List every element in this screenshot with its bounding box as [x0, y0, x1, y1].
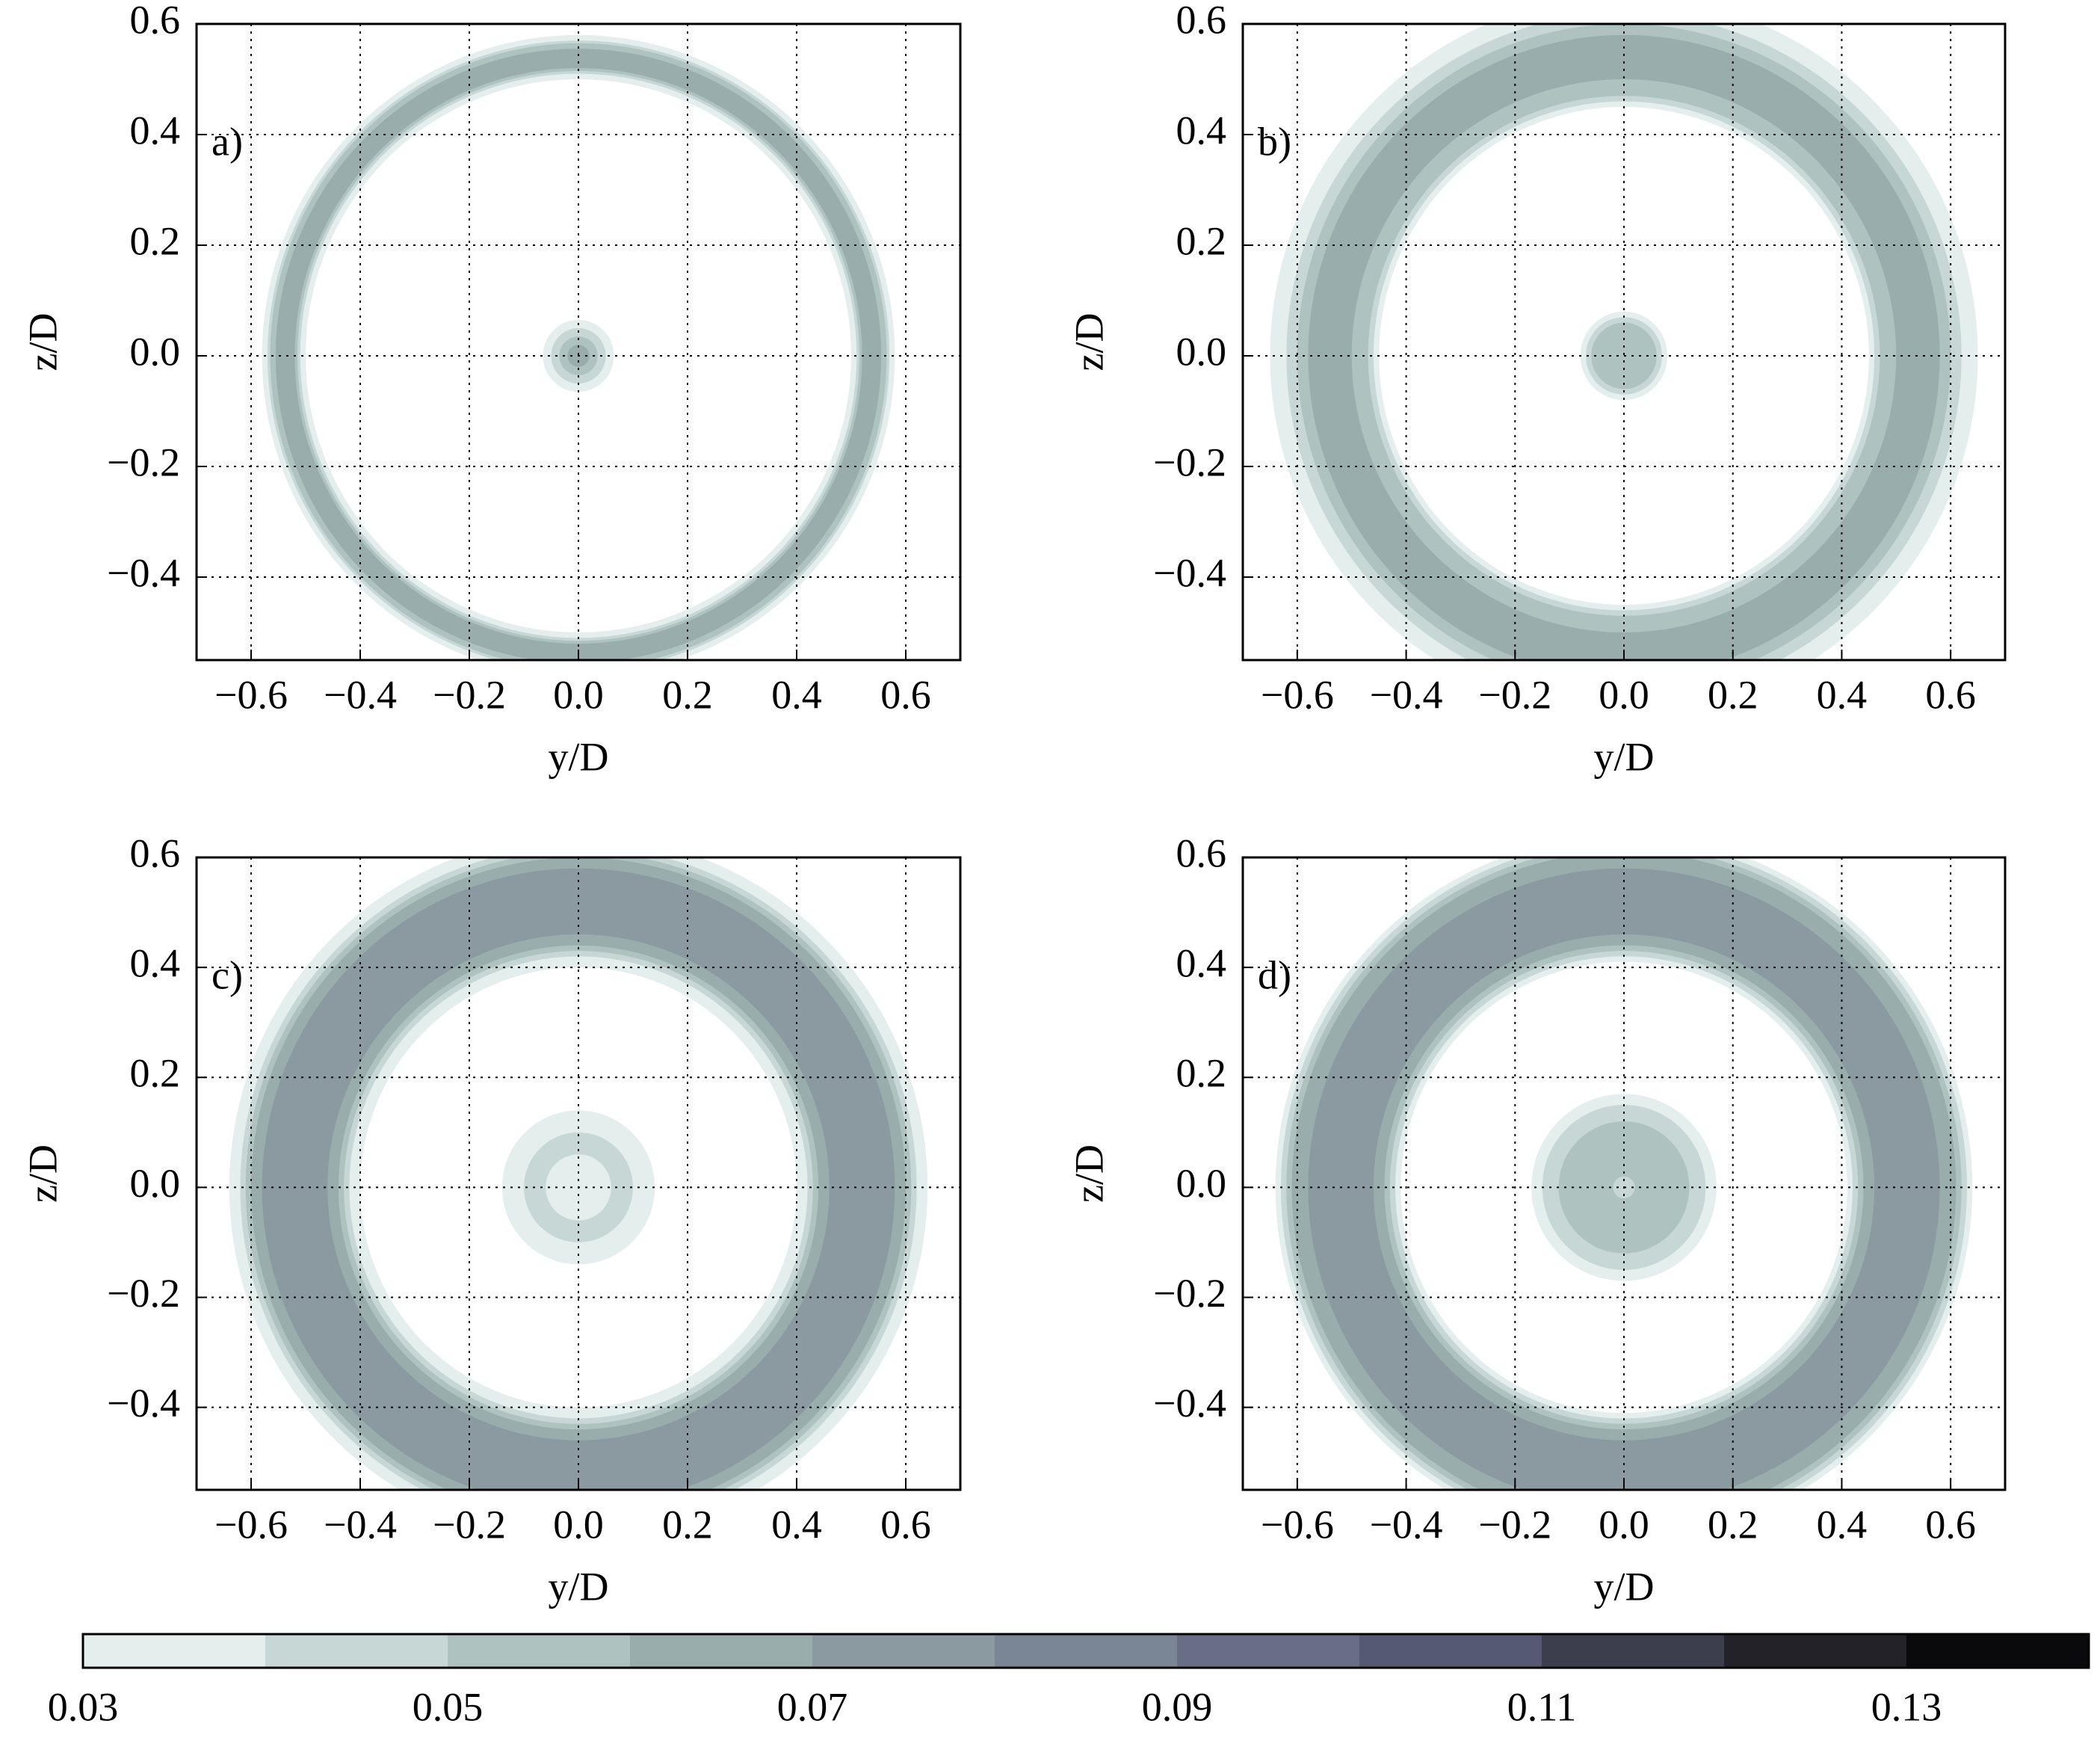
x-axis-label: y/D [1594, 734, 1655, 779]
y-tick-label: 0.0 [130, 329, 181, 374]
colorbar-segment [630, 1634, 812, 1668]
x-tick-label: 0.4 [771, 1502, 822, 1547]
y-tick-label: 0.2 [1176, 218, 1227, 263]
x-tick-label: 0.0 [553, 1502, 604, 1547]
x-tick-label: −0.6 [1261, 1502, 1334, 1547]
x-tick-label: 0.2 [662, 1502, 713, 1547]
y-tick-label: −0.4 [1153, 550, 1226, 595]
y-tick-label: 0.4 [130, 108, 181, 152]
x-axis-label: y/D [1594, 1564, 1655, 1609]
y-tick-label: −0.4 [1153, 1381, 1226, 1426]
x-tick-label: −0.2 [1478, 672, 1551, 717]
contour-band [1270, 24, 1978, 660]
x-tick-label: 0.6 [880, 672, 931, 717]
y-tick-label: 0.2 [130, 1051, 181, 1096]
x-tick-label: 0.6 [1925, 672, 1976, 717]
x-tick-label: −0.2 [433, 1502, 506, 1547]
colorbar-tick-label: 0.11 [1507, 1684, 1577, 1729]
colorbar-segment [265, 1634, 448, 1668]
y-axis-label: z/D [1066, 1144, 1111, 1203]
panel-label: d) [1258, 952, 1291, 997]
x-tick-label: −0.2 [433, 672, 506, 717]
contour-band [245, 857, 912, 1490]
y-tick-label: 0.0 [130, 1161, 181, 1206]
colorbar-segment [812, 1634, 995, 1668]
colorbar-tick-label: 0.13 [1871, 1684, 1942, 1729]
colorbar-segment [1542, 1634, 1724, 1668]
x-tick-label: 0.6 [880, 1502, 931, 1547]
contour-layer [229, 857, 928, 1490]
axes-frame [195, 22, 962, 662]
x-tick-label: 0.4 [1817, 1502, 1868, 1547]
contour-layer [1275, 857, 1973, 1490]
y-tick-label: 0.0 [1176, 329, 1227, 374]
y-tick-label: −0.2 [107, 440, 180, 484]
x-tick-label: 0.0 [1599, 672, 1649, 717]
x-tick-label: 0.2 [1708, 1502, 1758, 1547]
colorbar-frame [81, 1633, 2090, 1669]
colorbar-tick-label: 0.05 [413, 1684, 484, 1729]
x-tick-label: 0.2 [1708, 672, 1758, 717]
x-tick-label: 0.2 [662, 672, 713, 717]
contour-band [1558, 1121, 1690, 1254]
y-axis-label: z/D [20, 313, 65, 372]
panel-label: c) [211, 952, 243, 997]
axes-frame [1241, 856, 2007, 1491]
x-tick-label: −0.4 [1370, 672, 1443, 717]
y-tick-label: 0.6 [130, 0, 181, 42]
axes-frame [1241, 22, 2007, 662]
colorbar-tick-label: 0.07 [777, 1684, 848, 1729]
x-tick-label: 0.0 [1599, 1502, 1649, 1547]
y-tick-label: 0.6 [1176, 0, 1227, 42]
colorbar-tick-label: 0.03 [48, 1684, 119, 1729]
contour-band [1286, 857, 1962, 1490]
x-tick-label: −0.6 [214, 1502, 288, 1547]
colorbar-tick-label: 0.09 [1142, 1684, 1213, 1729]
y-tick-label: −0.2 [1153, 1271, 1226, 1316]
x-tick-label: −0.4 [324, 1502, 397, 1547]
x-tick-label: −0.6 [214, 672, 288, 717]
y-tick-label: −0.4 [107, 550, 180, 595]
colorbar-segment [1177, 1634, 1359, 1668]
panel-label: b) [1258, 119, 1291, 164]
x-tick-label: 0.0 [553, 672, 604, 717]
colorbar-segment [995, 1634, 1177, 1668]
y-tick-label: −0.2 [1153, 440, 1226, 484]
y-tick-label: −0.2 [107, 1271, 180, 1316]
x-axis-label: y/D [549, 1564, 609, 1609]
colorbar-segment [1906, 1634, 2089, 1668]
y-axis-label: z/D [1066, 313, 1111, 372]
x-tick-label: −0.2 [1478, 1502, 1551, 1547]
panel-label: a) [211, 119, 243, 164]
y-tick-label: −0.4 [107, 1381, 180, 1426]
y-tick-label: 0.6 [130, 831, 181, 875]
axes-frame [195, 856, 962, 1491]
x-tick-label: −0.4 [324, 672, 397, 717]
x-tick-label: 0.6 [1925, 1502, 1976, 1547]
y-tick-label: 0.0 [1176, 1161, 1227, 1206]
colorbar-segment [448, 1634, 630, 1668]
x-tick-label: 0.4 [1817, 672, 1868, 717]
x-axis-label: y/D [549, 734, 609, 779]
contour-band [524, 1132, 633, 1242]
y-tick-label: 0.4 [1176, 108, 1227, 152]
x-tick-label: 0.4 [771, 672, 822, 717]
x-tick-label: −0.6 [1261, 672, 1334, 717]
y-tick-label: 0.4 [1176, 941, 1227, 986]
y-axis-label: z/D [20, 1144, 65, 1203]
colorbar-segment [1724, 1634, 1906, 1668]
y-tick-label: 0.2 [130, 218, 181, 263]
y-tick-label: 0.6 [1176, 831, 1227, 875]
colorbar-segment [83, 1634, 265, 1668]
x-tick-label: −0.4 [1370, 1502, 1443, 1547]
y-tick-label: 0.4 [130, 941, 181, 986]
colorbar-segment [1359, 1634, 1542, 1668]
y-tick-label: 0.2 [1176, 1051, 1227, 1096]
